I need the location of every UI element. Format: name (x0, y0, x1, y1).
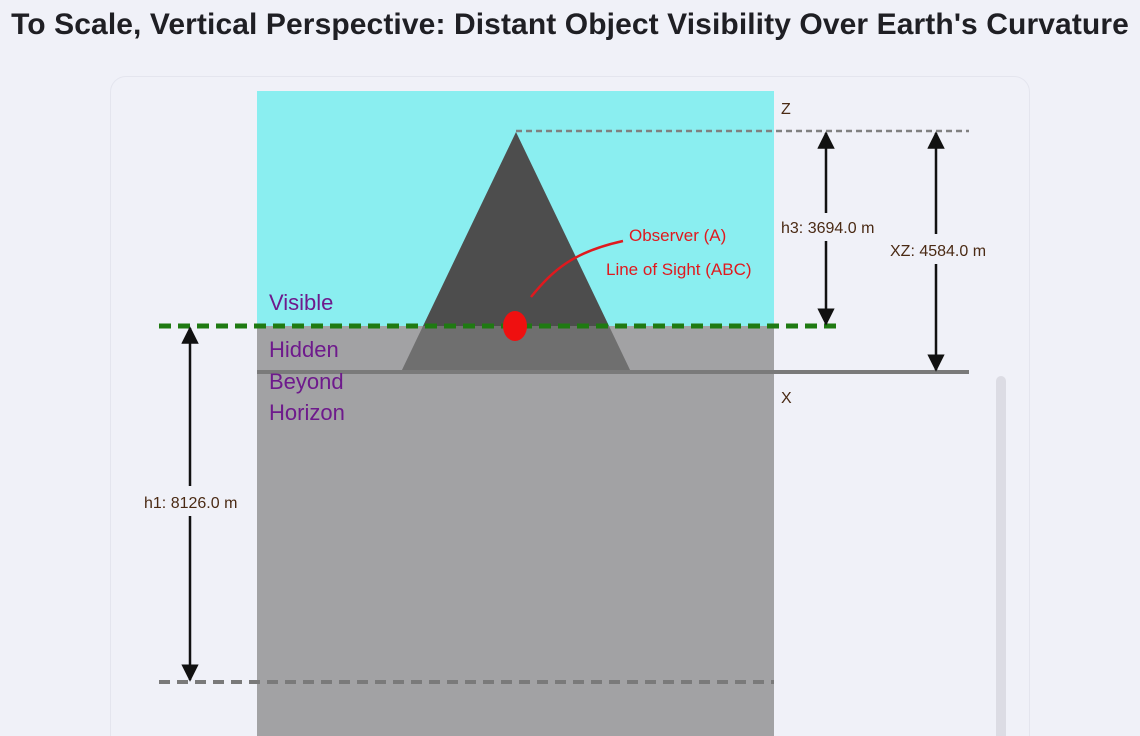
hidden-label-line3: Horizon (269, 400, 345, 425)
x-label: X (781, 390, 792, 407)
h3-label: h3: 3694.0 m (781, 220, 874, 237)
page-title: To Scale, Vertical Perspective: Distant … (11, 8, 1129, 41)
xz-label: XZ: 4584.0 m (890, 243, 986, 260)
hidden-label-line2: Beyond (269, 369, 344, 394)
mountain-hidden-part (401, 326, 631, 372)
ground-region (257, 326, 774, 736)
mountain-visible-part (423, 132, 609, 326)
z-label: Z (781, 101, 791, 118)
line-of-sight-label: Line of Sight (ABC) (606, 260, 752, 279)
scrollbar[interactable] (996, 376, 1006, 736)
hidden-label-line1: Hidden (269, 337, 339, 362)
observer-label: Observer (A) (629, 226, 726, 245)
observer-leader-line (530, 239, 624, 298)
observer-point (503, 311, 527, 341)
visible-label: Visible (269, 290, 333, 315)
h1-label: h1: 8126.0 m (144, 495, 237, 512)
